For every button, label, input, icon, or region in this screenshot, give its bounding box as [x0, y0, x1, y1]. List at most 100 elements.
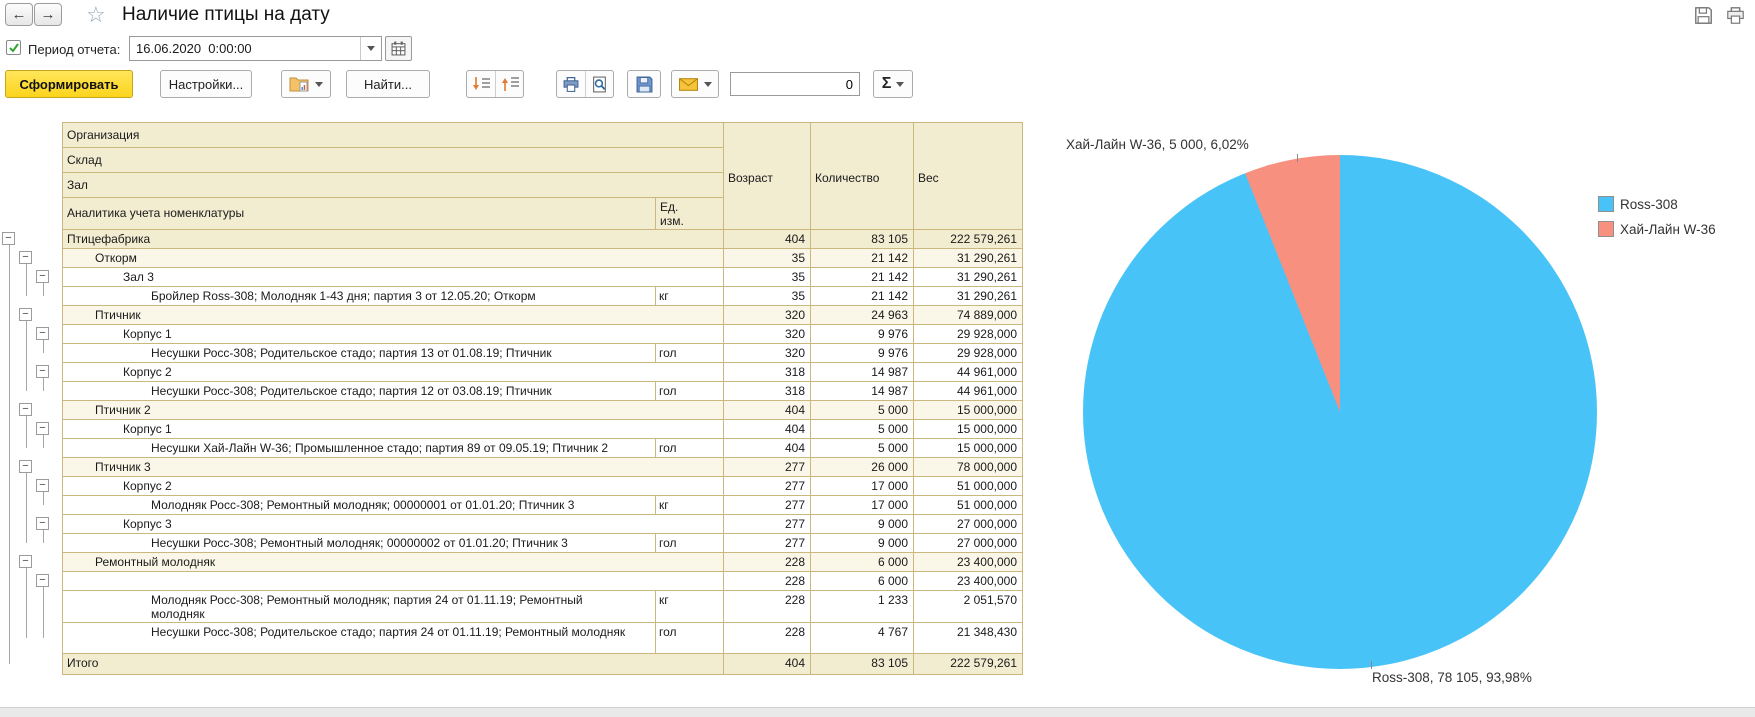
tree-collapse-button[interactable]: −: [19, 554, 32, 568]
tree-collapse-button[interactable]: −: [36, 364, 49, 378]
print-button[interactable]: [557, 71, 585, 97]
print-preview-button[interactable]: [585, 71, 613, 97]
legend-item: Хай-Лайн W-36: [1598, 221, 1716, 237]
row-weight-cell: 51 000,000: [913, 494, 1023, 515]
settings-button[interactable]: Настройки...: [160, 70, 252, 98]
tree-collapse-button[interactable]: −: [36, 421, 49, 435]
send-mail-button[interactable]: [671, 70, 719, 98]
table-row[interactable]: Откорм 35 21 142 31 290,261: [62, 247, 1023, 268]
report-table: Организация Возраст Количество Вес Склад…: [62, 122, 1023, 675]
tree-collapse-button[interactable]: −: [36, 478, 49, 492]
tree-collapse-button[interactable]: −: [2, 231, 15, 245]
envelope-icon: [678, 77, 698, 91]
save-report-button[interactable]: [1692, 4, 1714, 26]
table-row[interactable]: Несушки Хай-Лайн W-36; Промышленное стад…: [62, 437, 1023, 458]
row-qty-cell: 21 142: [810, 247, 914, 268]
pie-chart[interactable]: [1083, 155, 1597, 669]
row-qty-cell: 83 105: [810, 652, 914, 675]
table-row[interactable]: Птичник 320 24 963 74 889,000: [62, 304, 1023, 325]
table-row[interactable]: Корпус 3 277 9 000 27 000,000: [62, 513, 1023, 534]
expand-groups-button[interactable]: [495, 71, 523, 97]
row-qty-cell: 14 987: [810, 361, 914, 382]
table-row[interactable]: Корпус 2 277 17 000 51 000,000: [62, 475, 1023, 496]
tree-gutter: − − − − − − − − − − − − −: [0, 0, 62, 717]
row-weight-cell: 27 000,000: [913, 513, 1023, 534]
period-checkbox[interactable]: [6, 40, 21, 55]
row-qty-cell: 26 000: [810, 456, 914, 477]
table-row[interactable]: Итого 404 83 105 222 579,261: [62, 652, 1023, 675]
floppy-icon: [1694, 6, 1712, 24]
row-qty-cell: 17 000: [810, 494, 914, 515]
counter-input[interactable]: [730, 72, 860, 96]
row-age-cell: 35: [723, 247, 811, 268]
forward-arrow-icon: →: [40, 6, 56, 23]
find-button[interactable]: Найти...: [346, 70, 430, 98]
period-dropdown-button[interactable]: [360, 37, 381, 60]
row-weight-cell: 29 928,000: [913, 323, 1023, 344]
table-row[interactable]: Несушки Росс-308; Родительское стадо; па…: [62, 621, 1023, 654]
tree-connector-line: [43, 339, 44, 353]
row-name-cell: Итого: [62, 652, 724, 675]
calendar-button[interactable]: [385, 36, 412, 61]
tree-collapse-button[interactable]: −: [19, 307, 32, 321]
table-row[interactable]: Корпус 2 318 14 987 44 961,000: [62, 361, 1023, 382]
print-report-button[interactable]: [1724, 4, 1746, 26]
table-row[interactable]: Корпус 1 320 9 976 29 928,000: [62, 323, 1023, 344]
totals-button[interactable]: Σ: [873, 70, 913, 98]
table-row[interactable]: Птицефабрика 404 83 105 222 579,261: [62, 228, 1023, 249]
row-name-cell: Несушки Росс-308; Родительское стадо; па…: [62, 621, 656, 654]
row-age-cell: 318: [723, 380, 811, 401]
table-row[interactable]: Птичник 3 277 26 000 78 000,000: [62, 456, 1023, 477]
favorite-star-icon[interactable]: ☆: [86, 2, 106, 27]
row-qty-cell: 21 142: [810, 285, 914, 306]
row-name-cell: Корпус 2: [62, 361, 724, 382]
table-row[interactable]: Ремонтный молодняк 228 6 000 23 400,000: [62, 551, 1023, 572]
header-hall: Зал: [62, 172, 724, 198]
row-age-cell: 277: [723, 532, 811, 553]
page-title: Наличие птицы на дату: [122, 4, 330, 25]
grouping-buttons: [466, 70, 524, 98]
row-qty-cell: 9 976: [810, 342, 914, 363]
header-warehouse: Склад: [62, 147, 724, 173]
tree-collapse-button[interactable]: −: [36, 326, 49, 340]
period-date-value: 16.06.2020 0:00:00: [136, 41, 252, 56]
table-row[interactable]: Молодняк Росс-308; Ремонтный молодняк; п…: [62, 589, 1023, 623]
table-row[interactable]: Бройлер Ross-308; Молодняк 1-43 дня; пар…: [62, 285, 1023, 306]
row-weight-cell: 23 400,000: [913, 551, 1023, 572]
period-date-input[interactable]: 16.06.2020 0:00:00: [129, 36, 382, 61]
tree-collapse-button[interactable]: −: [36, 516, 49, 530]
header-analytics: Аналитика учета номенклатуры: [62, 197, 656, 230]
row-age-cell: 320: [723, 304, 811, 325]
chart-legend: Ross-308 Хай-Лайн W-36: [1598, 196, 1716, 237]
row-weight-cell: 222 579,261: [913, 228, 1023, 249]
report-variants-button[interactable]: [281, 70, 331, 98]
row-weight-cell: 29 928,000: [913, 342, 1023, 363]
tree-collapse-button[interactable]: −: [19, 459, 32, 473]
tree-collapse-button[interactable]: −: [36, 269, 49, 283]
row-name-cell: Корпус 2: [62, 475, 724, 496]
row-weight-cell: 222 579,261: [913, 652, 1023, 675]
tree-collapse-button[interactable]: −: [19, 250, 32, 264]
tree-collapse-button[interactable]: −: [36, 573, 49, 587]
table-row[interactable]: Несушки Росс-308; Ремонтный молодняк; 00…: [62, 532, 1023, 553]
horizontal-scrollbar[interactable]: [0, 707, 1755, 717]
table-row[interactable]: 228 6 000 23 400,000: [62, 570, 1023, 591]
back-button[interactable]: ←: [5, 3, 33, 26]
forward-button[interactable]: →: [34, 3, 62, 26]
tree-connector-line: [43, 282, 44, 296]
table-row[interactable]: Птичник 2 404 5 000 15 000,000: [62, 399, 1023, 420]
table-row[interactable]: Молодняк Росс-308; Ремонтный молодняк; 0…: [62, 494, 1023, 515]
table-row[interactable]: Зал 3 35 21 142 31 290,261: [62, 266, 1023, 287]
generate-button[interactable]: Сформировать: [5, 70, 133, 98]
table-row[interactable]: Несушки Росс-308; Родительское стадо; па…: [62, 380, 1023, 401]
row-age-cell: 277: [723, 513, 811, 534]
collapse-groups-button[interactable]: [467, 71, 495, 97]
table-row[interactable]: Несушки Росс-308; Родительское стадо; па…: [62, 342, 1023, 363]
header-weight: Вес: [913, 122, 1023, 230]
row-weight-cell: 2 051,570: [913, 589, 1023, 623]
table-row[interactable]: Корпус 1 404 5 000 15 000,000: [62, 418, 1023, 439]
tree-collapse-button[interactable]: −: [19, 402, 32, 416]
row-qty-cell: 5 000: [810, 418, 914, 439]
save-result-button[interactable]: [627, 70, 661, 98]
print-buttons: [556, 70, 614, 98]
